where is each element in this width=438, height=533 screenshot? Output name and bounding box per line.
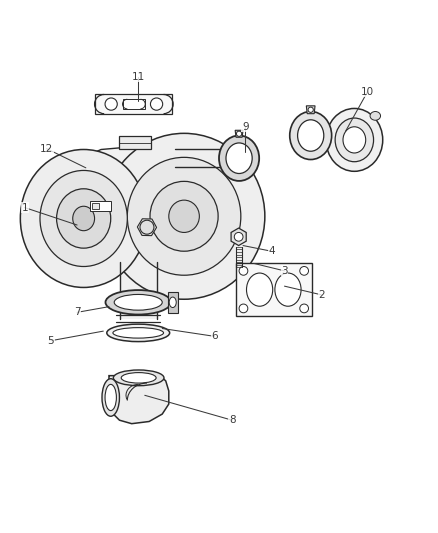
Polygon shape bbox=[120, 262, 156, 319]
Text: 7: 7 bbox=[74, 308, 81, 317]
Ellipse shape bbox=[105, 98, 117, 110]
Ellipse shape bbox=[326, 108, 383, 171]
Ellipse shape bbox=[239, 304, 248, 313]
Polygon shape bbox=[92, 203, 99, 209]
Ellipse shape bbox=[226, 143, 252, 174]
Ellipse shape bbox=[169, 297, 176, 308]
Polygon shape bbox=[109, 376, 169, 424]
Ellipse shape bbox=[103, 133, 265, 299]
Text: 11: 11 bbox=[131, 71, 145, 82]
Ellipse shape bbox=[237, 131, 242, 136]
Ellipse shape bbox=[219, 135, 259, 181]
Ellipse shape bbox=[247, 273, 273, 306]
Polygon shape bbox=[236, 263, 312, 316]
Ellipse shape bbox=[127, 157, 241, 275]
Ellipse shape bbox=[370, 111, 381, 120]
Polygon shape bbox=[84, 147, 223, 264]
Ellipse shape bbox=[20, 149, 147, 287]
Ellipse shape bbox=[73, 206, 95, 231]
Ellipse shape bbox=[308, 107, 313, 112]
Ellipse shape bbox=[113, 328, 163, 338]
Ellipse shape bbox=[343, 127, 366, 153]
Ellipse shape bbox=[106, 290, 171, 314]
Ellipse shape bbox=[297, 120, 324, 151]
Polygon shape bbox=[119, 135, 151, 149]
Ellipse shape bbox=[105, 384, 117, 410]
Ellipse shape bbox=[290, 111, 332, 159]
Ellipse shape bbox=[114, 294, 162, 310]
Ellipse shape bbox=[140, 220, 154, 234]
Polygon shape bbox=[168, 292, 177, 313]
Ellipse shape bbox=[275, 273, 301, 306]
Ellipse shape bbox=[107, 324, 170, 342]
Text: 1: 1 bbox=[21, 203, 28, 213]
Ellipse shape bbox=[239, 266, 248, 275]
Polygon shape bbox=[90, 201, 111, 211]
Text: 12: 12 bbox=[40, 143, 53, 154]
Ellipse shape bbox=[102, 379, 120, 416]
Text: 5: 5 bbox=[48, 336, 54, 346]
Ellipse shape bbox=[335, 118, 374, 161]
Ellipse shape bbox=[57, 189, 111, 248]
Ellipse shape bbox=[113, 370, 164, 386]
Polygon shape bbox=[306, 106, 315, 114]
Polygon shape bbox=[123, 99, 145, 109]
Text: 8: 8 bbox=[229, 415, 235, 425]
Text: 10: 10 bbox=[361, 87, 374, 97]
Text: 6: 6 bbox=[211, 332, 218, 341]
Text: 2: 2 bbox=[318, 290, 325, 300]
Ellipse shape bbox=[234, 232, 243, 241]
Ellipse shape bbox=[121, 373, 156, 383]
Text: 9: 9 bbox=[242, 122, 248, 132]
Text: 3: 3 bbox=[281, 266, 288, 276]
Ellipse shape bbox=[150, 98, 162, 110]
Ellipse shape bbox=[300, 304, 308, 313]
Ellipse shape bbox=[169, 200, 199, 232]
Polygon shape bbox=[235, 130, 243, 138]
Ellipse shape bbox=[150, 181, 218, 251]
Ellipse shape bbox=[236, 149, 244, 167]
Polygon shape bbox=[95, 94, 172, 114]
Ellipse shape bbox=[300, 266, 308, 275]
Ellipse shape bbox=[40, 171, 127, 266]
Text: 4: 4 bbox=[268, 246, 275, 256]
